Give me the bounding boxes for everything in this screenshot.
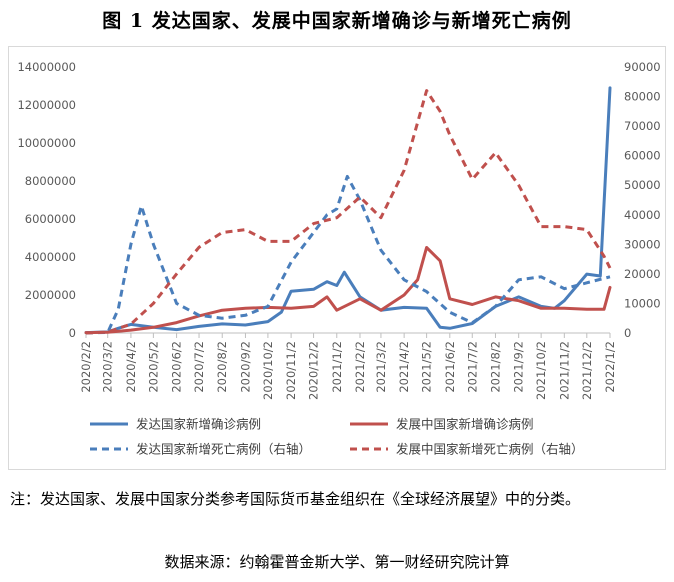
x-tick-label: 2022/1/2 <box>603 341 617 393</box>
x-axis-ticks: 2020/2/2 2020/3/2 2020/4/2 2020/5/2 2020/6/2… <box>79 333 617 400</box>
x-tick-label: 2020/7/2 <box>192 341 206 393</box>
x-tick-label: 2021/10/2 <box>534 341 548 400</box>
right-tick-label: 60000 <box>624 149 661 163</box>
x-tick-label: 2020/6/2 <box>170 341 184 393</box>
right-tick-label: 10000 <box>624 296 661 310</box>
x-tick-label: 2021/7/2 <box>465 341 479 393</box>
series-line-1 <box>84 86 612 335</box>
x-tick-label: 2021/6/2 <box>443 341 457 393</box>
left-tick-label: 10000000 <box>17 136 76 150</box>
right-tick-label: 50000 <box>624 178 661 192</box>
left-tick-label: 6000000 <box>25 212 76 226</box>
x-tick-label: 2020/10/2 <box>261 341 275 400</box>
left-tick-label: 2000000 <box>25 288 76 302</box>
x-tick-label: 2021/11/2 <box>557 341 571 400</box>
series-line-4 <box>85 89 612 335</box>
series-line-2 <box>84 246 612 335</box>
x-tick-label: 2021/12/2 <box>580 341 594 400</box>
right-tick-label: 40000 <box>624 208 661 222</box>
x-tick-label: 2020/8/2 <box>215 341 229 393</box>
legend-label: 发达国家新增确诊病例 <box>136 417 261 432</box>
x-tick-label: 2021/9/2 <box>512 341 526 393</box>
x-tick-label: 2021/5/2 <box>420 341 434 393</box>
legend-label: 发展中国家新增确诊病例 <box>396 417 534 432</box>
x-tick-label: 2020/5/2 <box>146 341 160 393</box>
series-line-3 <box>85 174 611 335</box>
left-tick-label: 4000000 <box>25 250 76 264</box>
figure-title: 图 1 发达国家、发展中国家新增确诊与新增死亡病例 <box>102 10 572 32</box>
line-chart: 0 2000000 4000000 6000000 8000000 10000000 120… <box>17 60 661 457</box>
left-tick-label: 12000000 <box>17 98 76 112</box>
legend-label: 发展中国家新增死亡病例（右轴） <box>396 442 584 457</box>
right-tick-label: 30000 <box>624 237 661 251</box>
right-axis-ticks: 0 10000 20000 30000 40000 50000 60000 70000 8000… <box>624 60 661 340</box>
left-tick-label: 14000000 <box>17 60 76 74</box>
x-tick-label: 2020/3/2 <box>101 341 115 393</box>
figure-source: 数据来源：约翰霍普金斯大学、第一财经研究院计算 <box>164 553 510 571</box>
x-tick-label: 2020/4/2 <box>124 341 138 393</box>
series-lines <box>84 86 612 335</box>
right-tick-label: 70000 <box>624 119 661 133</box>
x-tick-label: 2021/4/2 <box>397 341 411 393</box>
left-tick-label: 8000000 <box>25 174 76 188</box>
left-tick-label: 0 <box>69 326 76 340</box>
x-tick-label: 2020/9/2 <box>238 341 252 393</box>
right-tick-label: 90000 <box>624 60 661 74</box>
x-tick-label: 2021/2/2 <box>353 341 367 393</box>
chart-frame <box>8 46 666 470</box>
left-axis-ticks: 0 2000000 4000000 6000000 8000000 10000000 120… <box>17 60 76 340</box>
right-tick-label: 80000 <box>624 90 661 104</box>
right-tick-label: 20000 <box>624 267 661 281</box>
x-tick-label: 2021/8/2 <box>488 341 502 393</box>
figure-note: 注：发达国家、发展中国家分类参考国际货币基金组织在《全球经济展望》中的分类。 <box>10 490 581 508</box>
right-tick-label: 0 <box>624 326 631 340</box>
x-tick-label: 2020/12/2 <box>307 341 321 400</box>
x-tick-label: 2020/2/2 <box>79 341 93 393</box>
x-tick-label: 2020/11/2 <box>284 341 298 400</box>
x-tick-label: 2021/3/2 <box>374 341 388 393</box>
x-tick-label: 2021/1/2 <box>330 341 344 393</box>
legend-label: 发达国家新增死亡病例（右轴） <box>136 442 311 457</box>
